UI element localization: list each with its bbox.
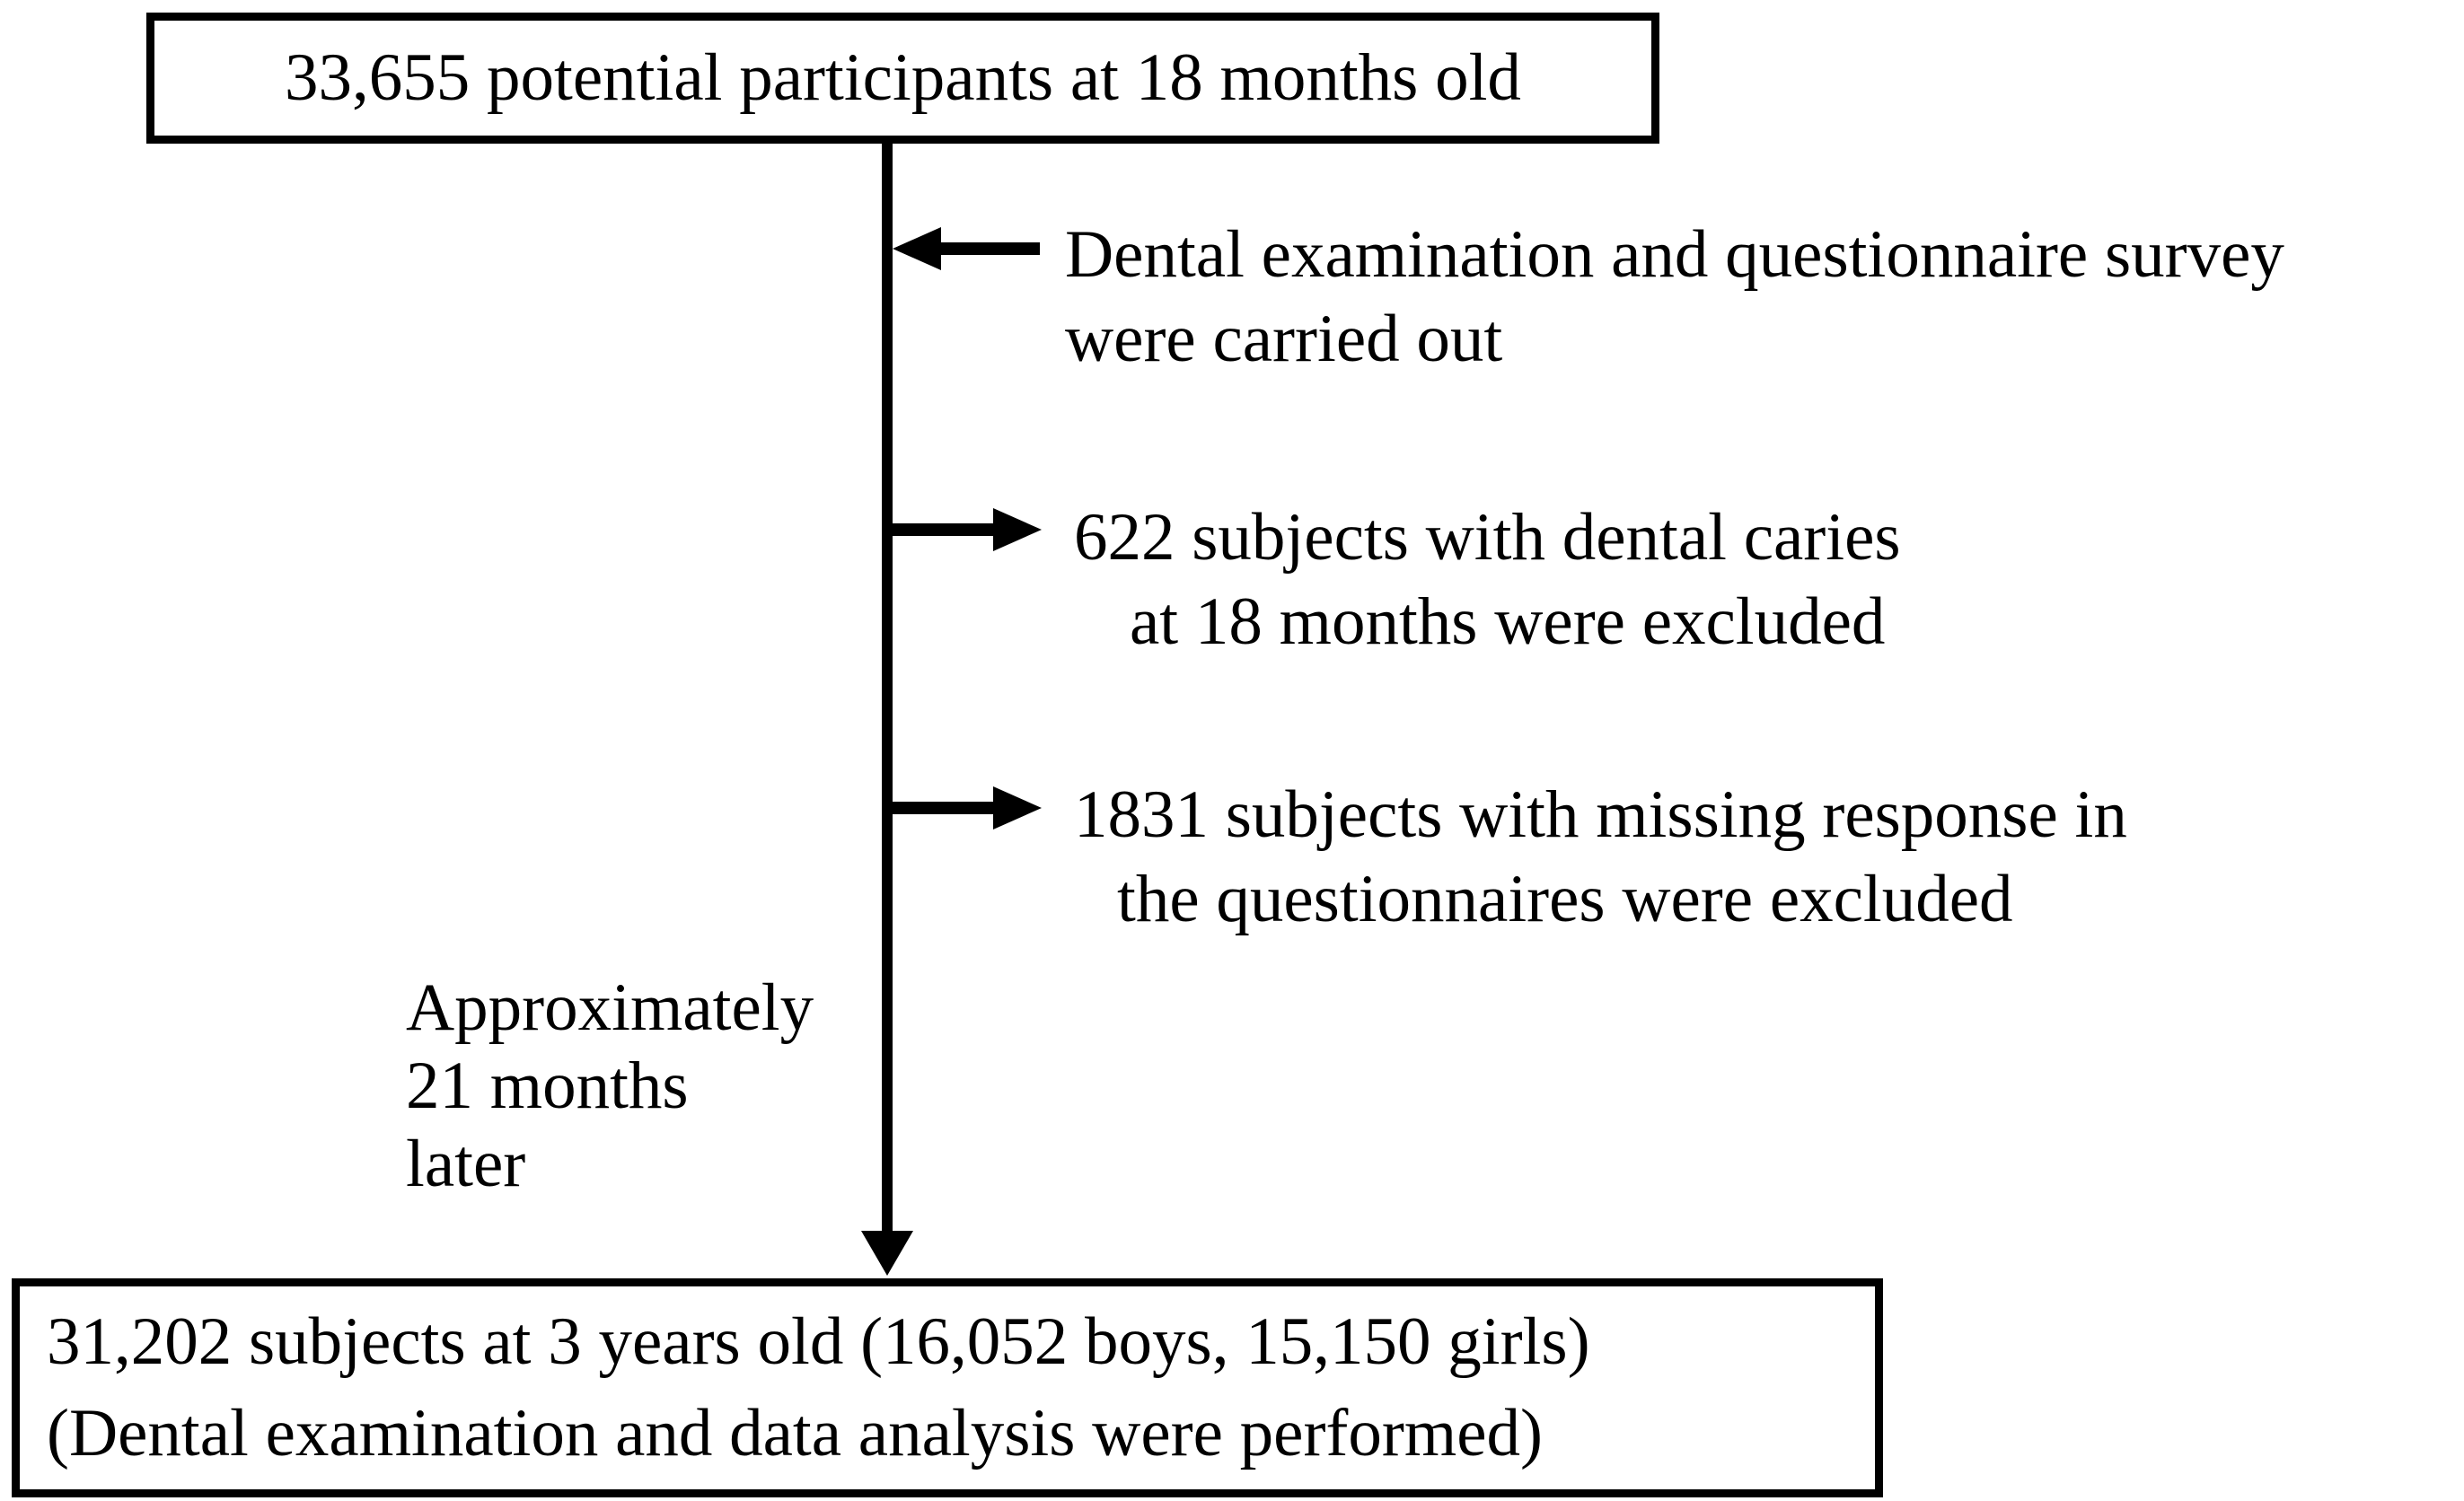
exclusion-1-arrow-shaft	[893, 523, 995, 536]
time-note: Approximately 21 months later	[406, 969, 814, 1203]
time-note-line-2: 21 months	[406, 1049, 689, 1123]
survey-arrow-shaft	[934, 242, 1040, 255]
start-box-label: 33,655 potential participants at 18 mont…	[285, 40, 1521, 116]
exclusion-1-note: 622 subjects with dental caries at 18 mo…	[1074, 496, 1901, 664]
vertical-flow-line	[882, 143, 893, 1233]
time-note-line-1: Approximately	[406, 970, 814, 1045]
survey-note-line-2: were carried out	[1065, 302, 1503, 376]
left-arrowhead-icon	[893, 227, 941, 270]
start-box: 33,655 potential participants at 18 mont…	[146, 13, 1659, 144]
exclusion-2-line-2: the questionnaires were excluded	[1117, 862, 2013, 936]
exclusion-1-line-1: 622 subjects with dental caries	[1074, 500, 1901, 575]
exclusion-2-arrow-shaft	[893, 802, 995, 814]
end-box-line-1: 31,202 subjects at 3 years old (16,052 b…	[47, 1304, 1590, 1379]
end-box: 31,202 subjects at 3 years old (16,052 b…	[12, 1278, 1883, 1497]
survey-note: Dental examination and questionnaire sur…	[1065, 213, 2284, 382]
right-arrowhead-icon	[993, 508, 1042, 551]
exclusion-1-line-2: at 18 months were excluded	[1130, 584, 1886, 659]
time-note-line-3: later	[406, 1127, 526, 1201]
exclusion-2-line-1: 1831 subjects with missing response in	[1074, 777, 2127, 852]
right-arrowhead-icon	[993, 786, 1042, 830]
end-box-line-2: (Dental examination and data analysis we…	[47, 1396, 1543, 1470]
survey-note-line-1: Dental examination and questionnaire sur…	[1065, 217, 2284, 292]
down-arrowhead-icon	[861, 1231, 913, 1276]
exclusion-2-note: 1831 subjects with missing response in t…	[1074, 773, 2127, 942]
